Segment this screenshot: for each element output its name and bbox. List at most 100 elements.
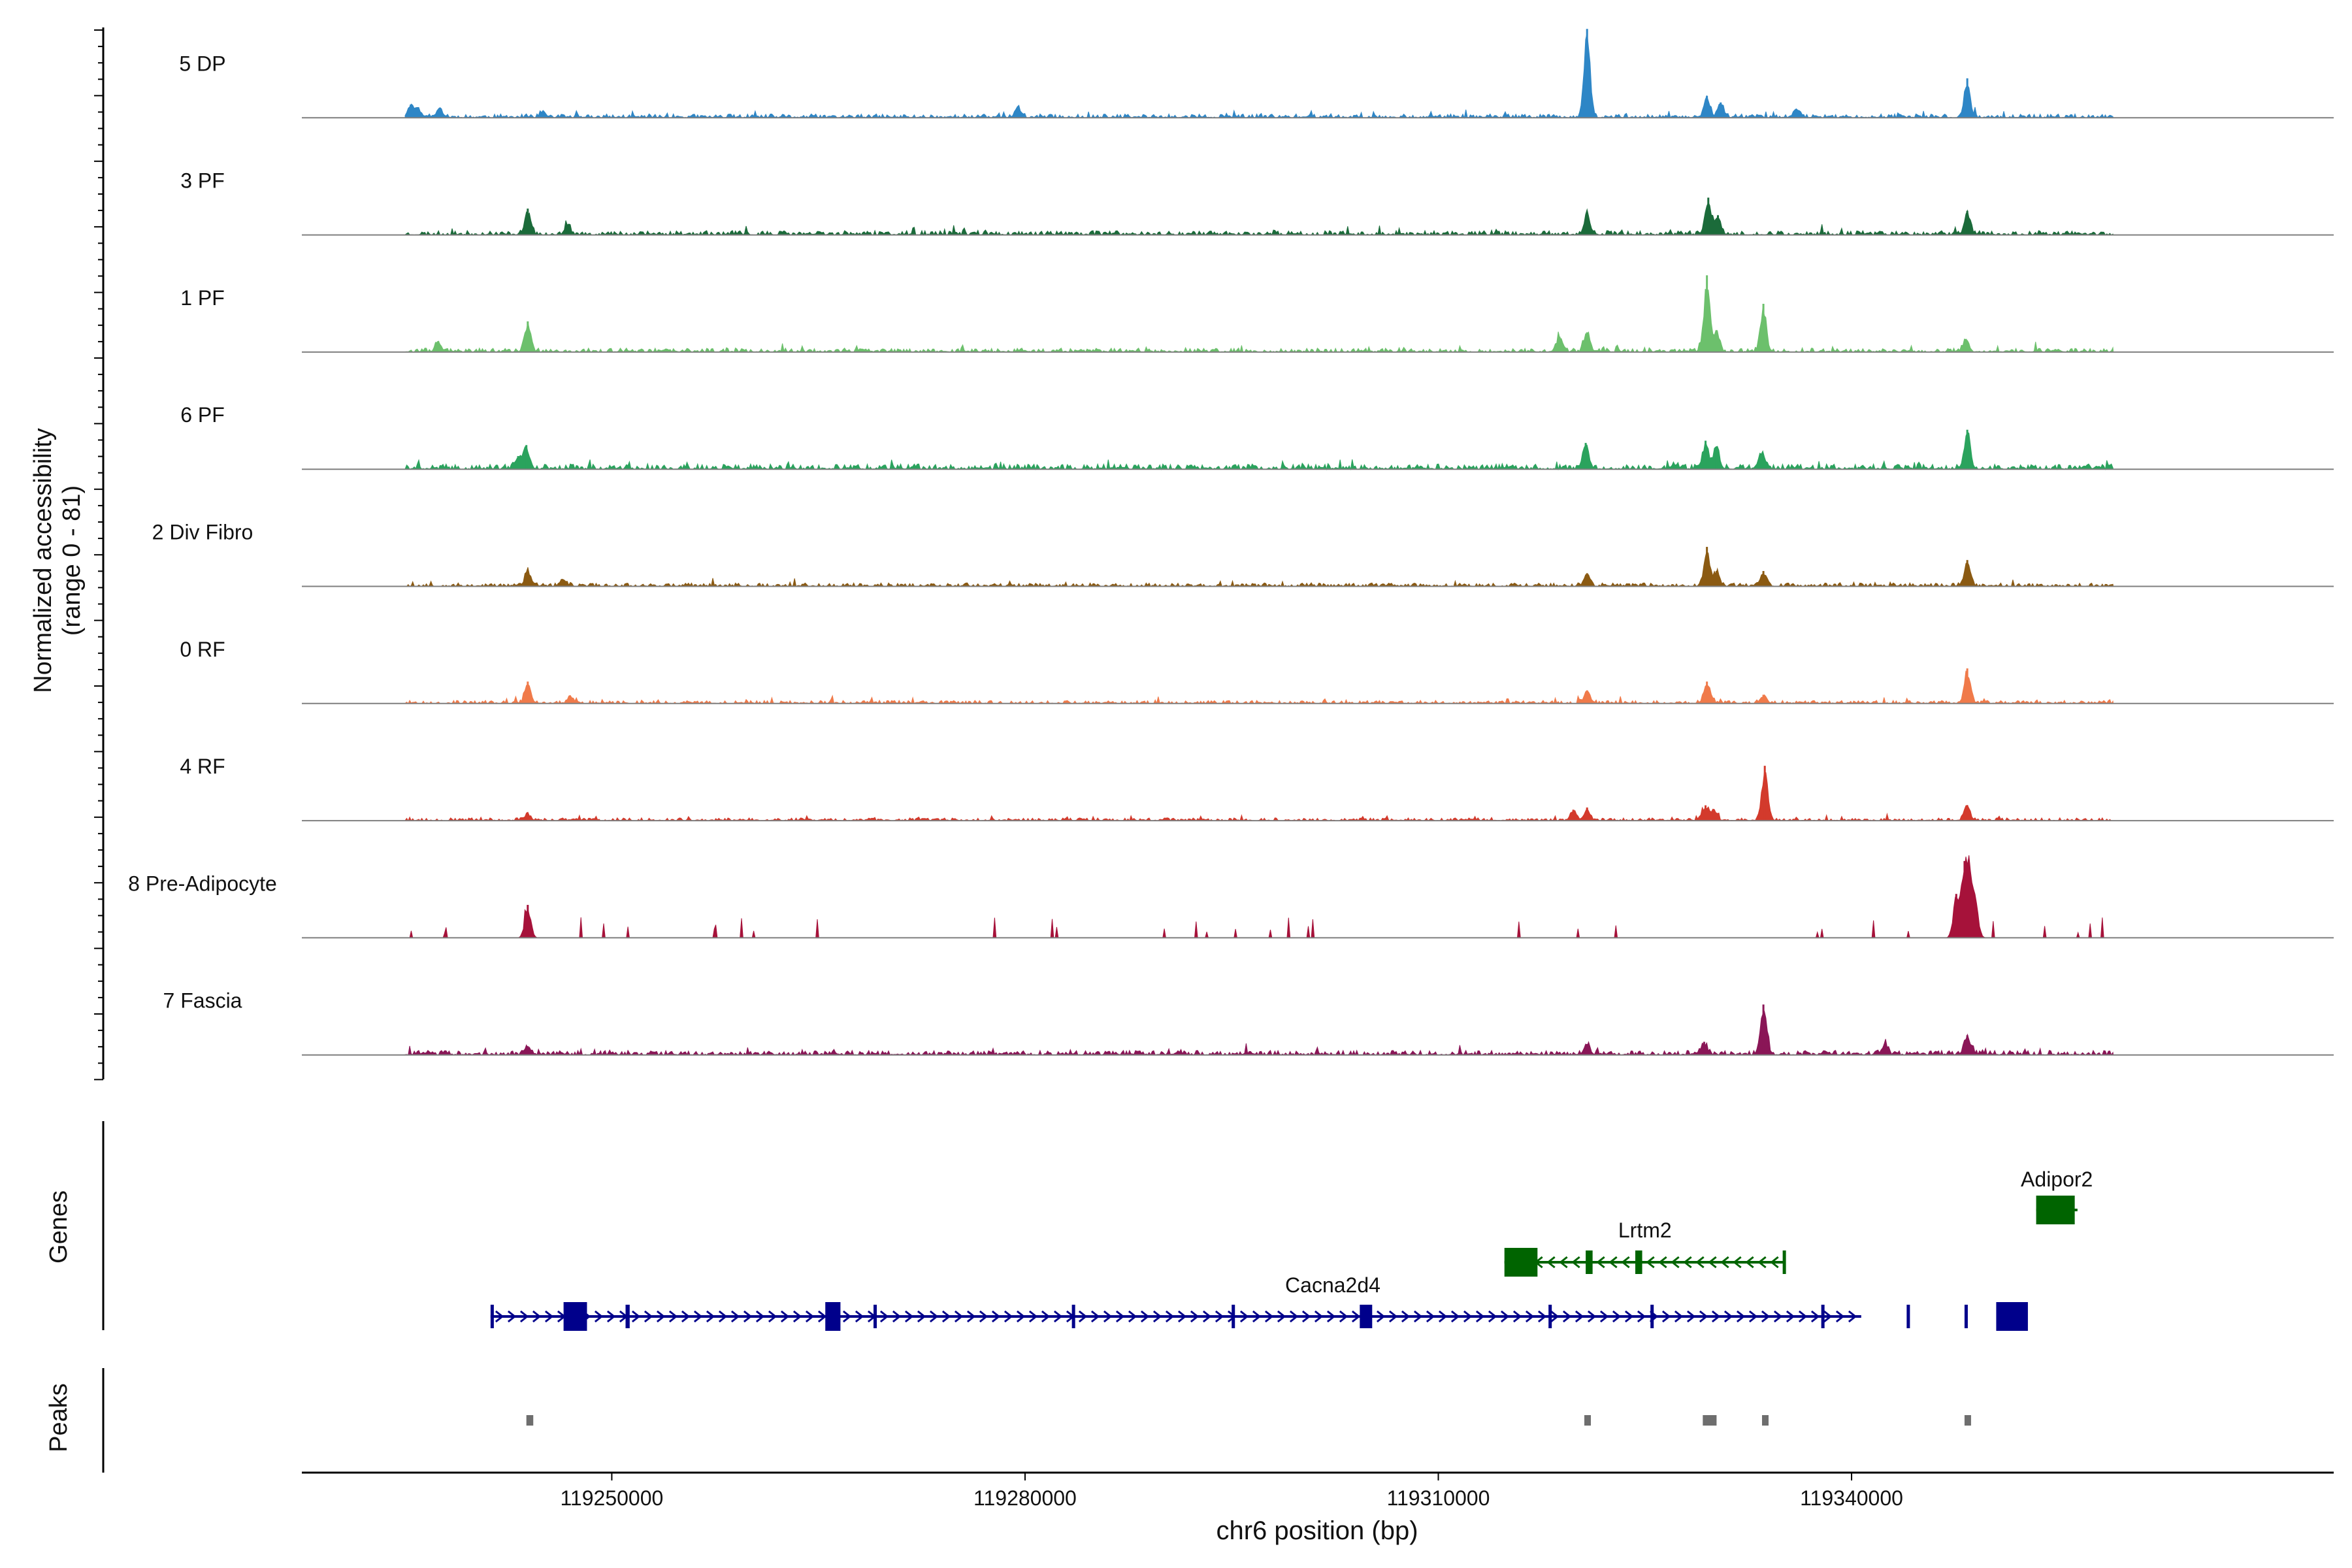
strand-chevron [1177,1310,1187,1323]
strand-chevron [544,1310,554,1323]
coverage-area [404,770,2114,822]
peaks-panel [102,1368,1971,1473]
strand-chevron [1708,1256,1717,1269]
peak-region [526,1415,534,1426]
x-tick-label: 119310000 [1387,1486,1490,1510]
strand-chevron [1770,1256,1779,1269]
strand-chevron [1413,1310,1423,1323]
coverage-area [404,1010,2114,1056]
strand-chevron [1128,1310,1137,1323]
track-3-pf: 3 PF [180,169,2334,237]
strand-chevron [1426,1310,1435,1323]
strand-chevron [1835,1310,1845,1323]
strand-chevron [1550,1310,1560,1323]
strand-chevron [631,1310,641,1323]
strand-chevron [1488,1310,1497,1323]
strand-chevron [1152,1310,1162,1323]
strand-chevron [730,1310,740,1323]
gene-exon [1650,1305,1654,1328]
strand-chevron [1786,1310,1795,1323]
strand-chevron [904,1310,914,1323]
gene-lrtm2: Lrtm2 [1504,1218,1786,1277]
gene-exon [1586,1250,1593,1274]
strand-chevron [706,1310,715,1323]
peaks-panel-label: Peaks [45,1383,73,1452]
gene-exon [1504,1248,1538,1277]
gene-exon [874,1305,877,1328]
strand-chevron [1388,1310,1398,1323]
strand-chevron [1190,1310,1200,1323]
x-tick-label: 119250000 [561,1486,664,1510]
strand-chevron [507,1310,517,1323]
strand-chevron [1683,1256,1692,1269]
track-2-div-fibro: 2 Div Fibro [152,521,2334,587]
strand-chevron [1575,1310,1584,1323]
strand-chevron [991,1310,1001,1323]
gene-exon [1906,1305,1910,1328]
x-axis-title: chr6 position (bp) [1216,1516,1418,1545]
track-4-rf: 4 RF [180,755,2334,822]
gene-exon [1821,1305,1825,1328]
strand-chevron [1314,1310,1324,1323]
strand-chevron [1004,1310,1013,1323]
strand-chevron [1699,1310,1708,1323]
strand-chevron [1438,1310,1448,1323]
strand-chevron [892,1310,902,1323]
strand-chevron [855,1310,864,1323]
coverage-area [404,33,2114,120]
gene-exon [1782,1250,1786,1274]
strand-chevron [1658,1256,1667,1269]
peak-region [1703,1415,1717,1426]
strand-chevron [532,1310,542,1323]
strand-chevron [1757,1256,1767,1269]
coverage-tracks: 5 DP 3 PF 1 PF 6 PF 2 Div Fibro 0 RF 4 RF 8 Pre… [128,29,2334,1056]
strand-chevron [1720,1256,1729,1269]
strand-chevron [1450,1310,1460,1323]
strand-chevron [1401,1310,1411,1323]
strand-chevron [681,1310,691,1323]
track-label: 0 RF [180,638,225,661]
track-label: 4 RF [180,755,225,778]
gene-cacna2d4: Cacna2d4 [490,1273,2028,1331]
strand-chevron [954,1310,964,1323]
strand-chevron [780,1310,790,1323]
y-axis-title-line2: (range 0 - 81) [58,485,86,636]
strand-chevron [693,1310,703,1323]
strand-chevron [1525,1310,1535,1323]
y-axis-title: Normalized accessibility (range 0 - 81) [29,428,86,693]
track-label: 3 PF [180,169,225,193]
strand-chevron [1823,1310,1833,1323]
track-label: 5 DP [179,52,225,75]
strand-chevron [1252,1310,1262,1323]
strand-chevron [1475,1310,1485,1323]
x-tick-label: 119280000 [973,1486,1077,1510]
y-axis [94,27,105,1081]
gene-exon [1232,1305,1235,1328]
strand-chevron [1559,1256,1568,1269]
track-5-dp: 5 DP [179,29,2334,120]
strand-chevron [606,1310,616,1323]
strand-chevron [1512,1310,1522,1323]
strand-chevron [1041,1310,1051,1323]
gene-label: Cacna2d4 [1285,1273,1380,1297]
gene-adipor2: Adipor2 [2021,1168,2093,1224]
gene-exon [490,1305,494,1328]
strand-chevron [594,1310,604,1323]
track-7-fascia: 7 Fascia [163,989,2334,1056]
strand-chevron [1546,1256,1556,1269]
strand-chevron [917,1310,926,1323]
strand-chevron [1571,1256,1580,1269]
strand-chevron [1599,1310,1609,1323]
strand-chevron [1301,1310,1311,1323]
strand-chevron [1661,1310,1671,1323]
strand-chevron [1202,1310,1212,1323]
strand-chevron [1326,1310,1336,1323]
strand-chevron [1239,1310,1249,1323]
gene-exon [1964,1305,1968,1328]
strand-chevron [979,1310,988,1323]
strand-chevron [743,1310,753,1323]
track-6-pf: 6 PF [180,403,2334,471]
strand-chevron [495,1310,504,1323]
strand-chevron [718,1310,728,1323]
